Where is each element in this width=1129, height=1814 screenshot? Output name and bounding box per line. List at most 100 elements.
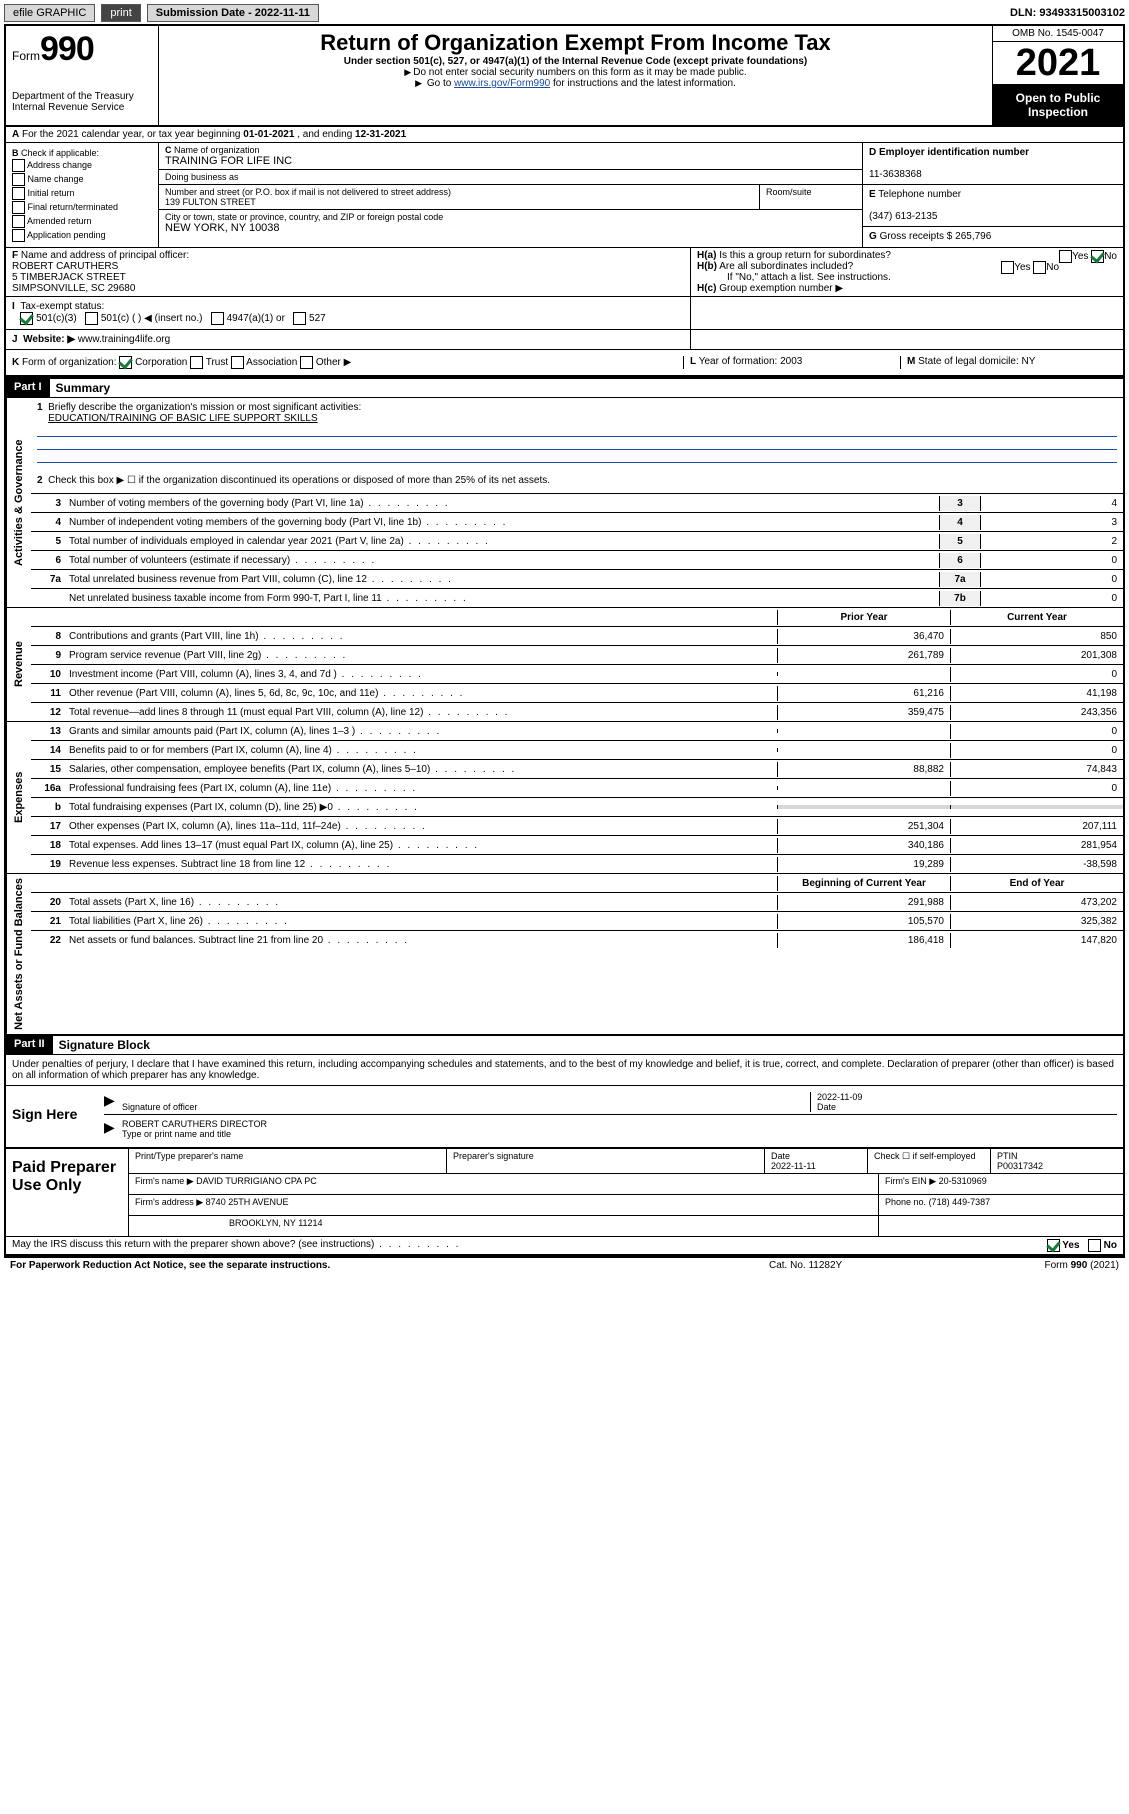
chk-address-change[interactable]: Address change bbox=[12, 159, 152, 172]
hb-no[interactable] bbox=[1033, 261, 1046, 274]
omb-number: OMB No. 1545-0047 bbox=[993, 26, 1123, 42]
chk-other[interactable] bbox=[300, 356, 313, 369]
data-line: 11Other revenue (Part VIII, column (A), … bbox=[31, 684, 1123, 703]
col-d: D Employer identification number 11-3638… bbox=[862, 143, 1123, 247]
header-mid: Return of Organization Exempt From Incom… bbox=[159, 26, 992, 125]
tax-year-begin: 01-01-2021 bbox=[243, 129, 294, 140]
section-h: H(a) Is this a group return for subordin… bbox=[690, 248, 1123, 296]
chk-association[interactable] bbox=[231, 356, 244, 369]
discuss-no[interactable] bbox=[1088, 1239, 1101, 1252]
col-b: B Check if applicable: Address change Na… bbox=[6, 143, 159, 247]
irs-link[interactable]: www.irs.gov/Form990 bbox=[454, 78, 550, 89]
data-line: 16aProfessional fundraising fees (Part I… bbox=[31, 779, 1123, 798]
row-i: I Tax-exempt status: 501(c)(3) 501(c) ( … bbox=[6, 297, 1123, 330]
paid-preparer-label: Paid Preparer Use Only bbox=[6, 1149, 129, 1236]
chk-amended-return[interactable]: Amended return bbox=[12, 215, 152, 228]
section-revenue: Revenue b Prior Year Current Year 8Contr… bbox=[6, 608, 1123, 722]
chk-4947[interactable] bbox=[211, 312, 224, 325]
data-line: 21Total liabilities (Part X, line 26)105… bbox=[31, 912, 1123, 931]
open-inspection: Open to Public Inspection bbox=[993, 85, 1123, 125]
part1-title: Summary bbox=[50, 379, 117, 397]
form-ref: Form 990 (2021) bbox=[969, 1260, 1119, 1271]
officer-name-title: ROBERT CARUTHERS DIRECTOR bbox=[122, 1119, 267, 1129]
discuss-row: May the IRS discuss this return with the… bbox=[6, 1237, 1123, 1256]
efile-topbar: efile GRAPHIC print Submission Date - 20… bbox=[4, 4, 1125, 22]
form-header: Form990 Department of the Treasury Inter… bbox=[6, 26, 1123, 127]
ptin: P00317342 bbox=[997, 1161, 1043, 1171]
form-subtitle: Under section 501(c), 527, or 4947(a)(1)… bbox=[165, 56, 986, 67]
chk-501c[interactable] bbox=[85, 312, 98, 325]
self-employed-check[interactable]: Check ☐ if self-employed bbox=[868, 1149, 991, 1173]
hb-yes[interactable] bbox=[1001, 261, 1014, 274]
chk-final-return[interactable]: Final return/terminated bbox=[12, 201, 152, 214]
side-revenue: Revenue bbox=[6, 608, 31, 721]
firm-phone: (718) 449-7387 bbox=[929, 1197, 991, 1207]
dept-treasury: Department of the Treasury bbox=[12, 91, 152, 102]
tax-year-end: 12-31-2021 bbox=[355, 129, 406, 140]
form-title: Return of Organization Exempt From Incom… bbox=[165, 30, 986, 56]
sign-here-label: Sign Here bbox=[6, 1086, 98, 1147]
chk-501c3[interactable] bbox=[20, 312, 33, 325]
col-boy: Beginning of Current Year bbox=[777, 876, 950, 891]
goto-note: Go to www.irs.gov/Form990 for instructio… bbox=[165, 78, 986, 89]
firm-address: 8740 25TH AVENUE bbox=[206, 1197, 289, 1207]
col-c: C Name of organization TRAINING FOR LIFE… bbox=[159, 143, 862, 247]
preparer-name-hdr: Print/Type preparer's name bbox=[129, 1149, 447, 1173]
officer-street: 5 TIMBERJACK STREET bbox=[12, 272, 126, 283]
gov-line: 4Number of independent voting members of… bbox=[31, 513, 1123, 532]
chk-name-change[interactable]: Name change bbox=[12, 173, 152, 186]
part2-header: Part II bbox=[6, 1036, 53, 1054]
row-j: J Website: ▶ www.training4life.org bbox=[6, 330, 1123, 350]
org-name: TRAINING FOR LIFE INC bbox=[165, 155, 292, 167]
page-footer: For Paperwork Reduction Act Notice, see … bbox=[4, 1258, 1125, 1273]
header-left: Form990 Department of the Treasury Inter… bbox=[6, 26, 159, 125]
sign-here-block: Sign Here ▶ Signature of officer 2022-11… bbox=[6, 1086, 1123, 1149]
section-bcd: B Check if applicable: Address change Na… bbox=[6, 143, 1123, 248]
principal-officer: F Name and address of principal officer:… bbox=[6, 248, 690, 296]
data-line: 9Program service revenue (Part VIII, lin… bbox=[31, 646, 1123, 665]
data-line: bTotal fundraising expenses (Part IX, co… bbox=[31, 798, 1123, 817]
firm-name: DAVID TURRIGIANO CPA PC bbox=[196, 1176, 317, 1186]
label-a: A bbox=[12, 129, 19, 140]
side-governance: Activities & Governance bbox=[6, 398, 31, 607]
chk-corporation[interactable] bbox=[119, 356, 132, 369]
gross-receipts: 265,796 bbox=[955, 231, 991, 242]
year-formation: 2003 bbox=[780, 356, 802, 367]
ein: 11-3638368 bbox=[869, 169, 922, 180]
ha-no[interactable] bbox=[1091, 250, 1104, 263]
data-line: 14Benefits paid to or for members (Part … bbox=[31, 741, 1123, 760]
form-container: Form990 Department of the Treasury Inter… bbox=[4, 24, 1125, 1258]
perjury-declaration: Under penalties of perjury, I declare th… bbox=[6, 1055, 1123, 1086]
chk-527[interactable] bbox=[293, 312, 306, 325]
part2-title: Signature Block bbox=[53, 1036, 156, 1054]
officer-name: ROBERT CARUTHERS bbox=[12, 261, 118, 272]
chk-initial-return[interactable]: Initial return bbox=[12, 187, 152, 200]
cat-no: Cat. No. 11282Y bbox=[769, 1260, 969, 1271]
row-a: A For the 2021 calendar year, or tax yea… bbox=[6, 127, 1123, 143]
officer-city: SIMPSONVILLE, SC 29680 bbox=[12, 283, 135, 294]
ha-yes[interactable] bbox=[1059, 250, 1072, 263]
firm-ein: 20-5310969 bbox=[939, 1176, 987, 1186]
discuss-yes[interactable] bbox=[1047, 1239, 1060, 1252]
preparer-date: 2022-11-11 bbox=[771, 1161, 816, 1171]
data-line: 18Total expenses. Add lines 13–17 (must … bbox=[31, 836, 1123, 855]
chk-application-pending[interactable]: Application pending bbox=[12, 229, 152, 242]
state-domicile: NY bbox=[1022, 356, 1036, 367]
data-line: 10Investment income (Part VIII, column (… bbox=[31, 665, 1123, 684]
paperwork-notice: For Paperwork Reduction Act Notice, see … bbox=[10, 1260, 330, 1271]
efile-label: efile GRAPHIC bbox=[4, 4, 95, 22]
street-address: 139 FULTON STREET bbox=[165, 197, 256, 207]
form-prefix: Form bbox=[12, 49, 40, 63]
col-prior-year: Prior Year bbox=[777, 610, 950, 625]
ssn-note: Do not enter social security numbers on … bbox=[165, 67, 986, 78]
website: www.training4life.org bbox=[78, 334, 170, 345]
arrow-icon: ▶ bbox=[104, 1092, 122, 1112]
col-current-year: Current Year bbox=[950, 610, 1123, 625]
paid-preparer-block: Paid Preparer Use Only Print/Type prepar… bbox=[6, 1149, 1123, 1237]
data-line: 12Total revenue—add lines 8 through 11 (… bbox=[31, 703, 1123, 721]
data-line: 22Net assets or fund balances. Subtract … bbox=[31, 931, 1123, 949]
print-button[interactable]: print bbox=[101, 4, 140, 22]
firm-address2: BROOKLYN, NY 11214 bbox=[129, 1216, 879, 1236]
chk-trust[interactable] bbox=[190, 356, 203, 369]
data-line: 20Total assets (Part X, line 16)291,9884… bbox=[31, 893, 1123, 912]
